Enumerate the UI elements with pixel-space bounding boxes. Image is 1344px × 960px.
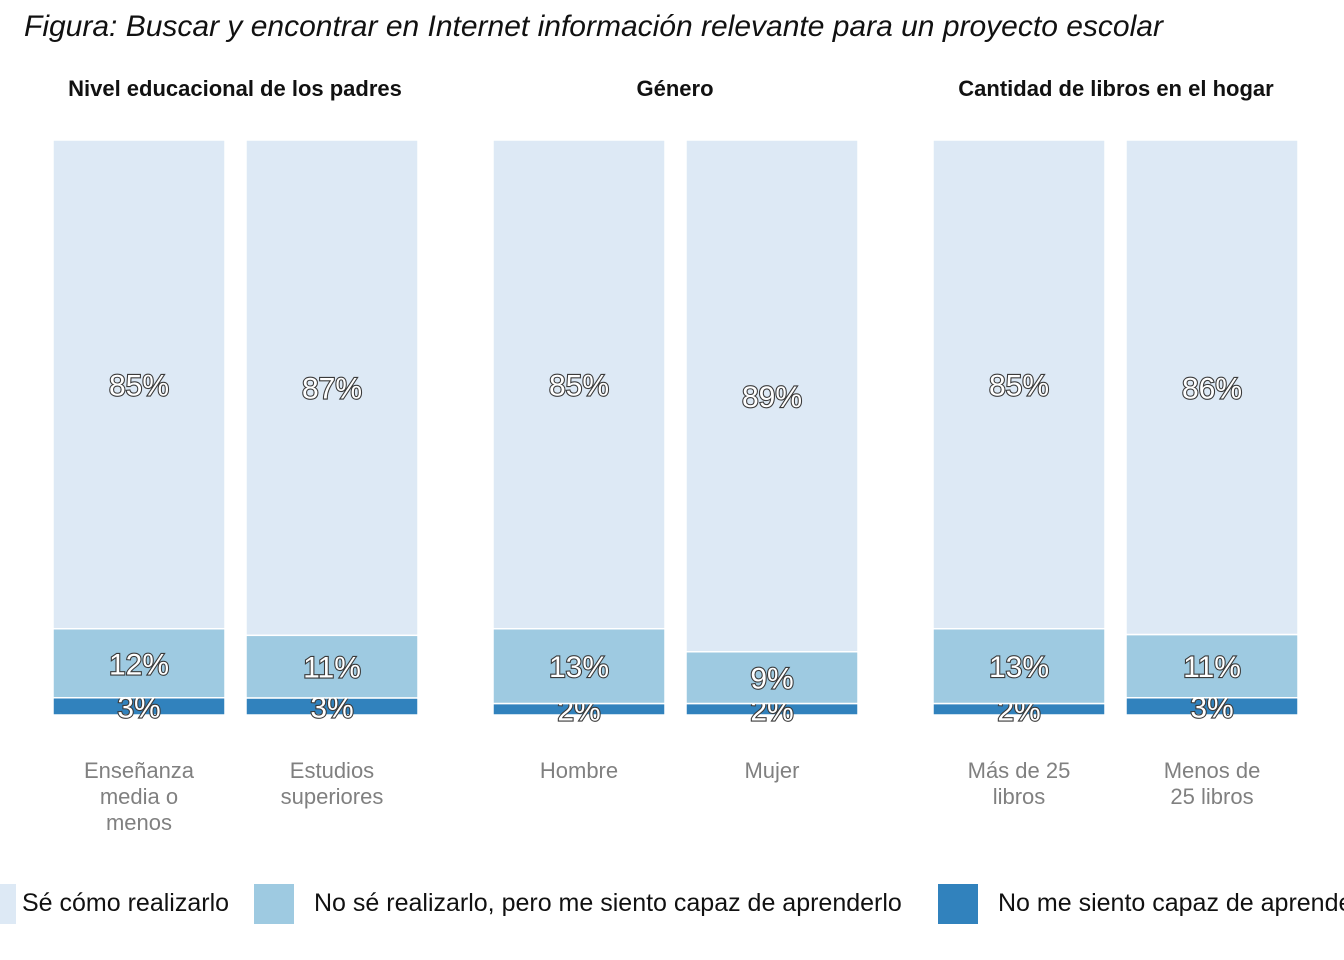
data-label: 86% (1182, 372, 1242, 405)
x-tick-label: media o (100, 784, 178, 809)
legend-swatch-series-1 (0, 884, 16, 924)
x-tick-label: Más de 25 (968, 758, 1071, 783)
bar-segment (52, 628, 226, 699)
legend-swatch-series-2 (254, 884, 294, 924)
x-tick-label: libros (993, 784, 1046, 809)
x-tick-label: superiores (281, 784, 384, 809)
x-tick-label: Estudios (290, 758, 374, 783)
bar-segment (492, 139, 666, 630)
data-label: 13% (989, 651, 1049, 684)
chart-plot: Nivel educacional de los padres3%12%85%E… (52, 76, 1299, 835)
chart-title: Figura: Buscar y encontrar en Internet i… (24, 10, 1163, 43)
legend-label-series-1: Sé cómo realizarlo (22, 889, 230, 917)
bar-segment (245, 139, 419, 637)
bar-segment (932, 628, 1106, 705)
x-tick-label: menos (106, 810, 172, 835)
chart-legend: Sé cómo realizarlo No sé realizarlo, per… (0, 880, 1344, 928)
data-label: 85% (549, 369, 609, 402)
x-tick-label: Hombre (540, 758, 618, 783)
x-tick-label: Enseñanza (84, 758, 195, 783)
bar-segment (685, 651, 859, 705)
bar-segment (1125, 139, 1299, 636)
data-label: 9% (750, 663, 793, 696)
x-tick-label: Mujer (744, 758, 799, 783)
data-label: 11% (303, 652, 361, 685)
data-label: 85% (989, 369, 1049, 402)
x-tick-label: Menos de (1164, 758, 1261, 783)
bar-segment (1125, 633, 1299, 699)
panel-title: Nivel educacional de los padres (68, 76, 402, 101)
bar-segment (932, 139, 1106, 630)
bar-segment (492, 628, 666, 705)
data-label: 87% (302, 373, 362, 406)
bar-segment (685, 139, 859, 653)
x-tick-label: 25 libros (1170, 784, 1253, 809)
data-label: 11% (1183, 651, 1241, 684)
data-label: 12% (109, 648, 169, 681)
panel-title: Género (636, 76, 713, 101)
legend-swatch-series-3 (938, 884, 978, 924)
panel-title: Cantidad de libros en el hogar (958, 76, 1274, 101)
legend-label-series-3: No me siento capaz de aprenderlo (998, 889, 1344, 917)
data-label: 89% (742, 381, 802, 414)
bar-segment (52, 139, 226, 630)
data-label: 13% (549, 651, 609, 684)
legend-label-series-2: No sé realizarlo, pero me siento capaz d… (314, 889, 902, 917)
data-label: 85% (109, 369, 169, 402)
